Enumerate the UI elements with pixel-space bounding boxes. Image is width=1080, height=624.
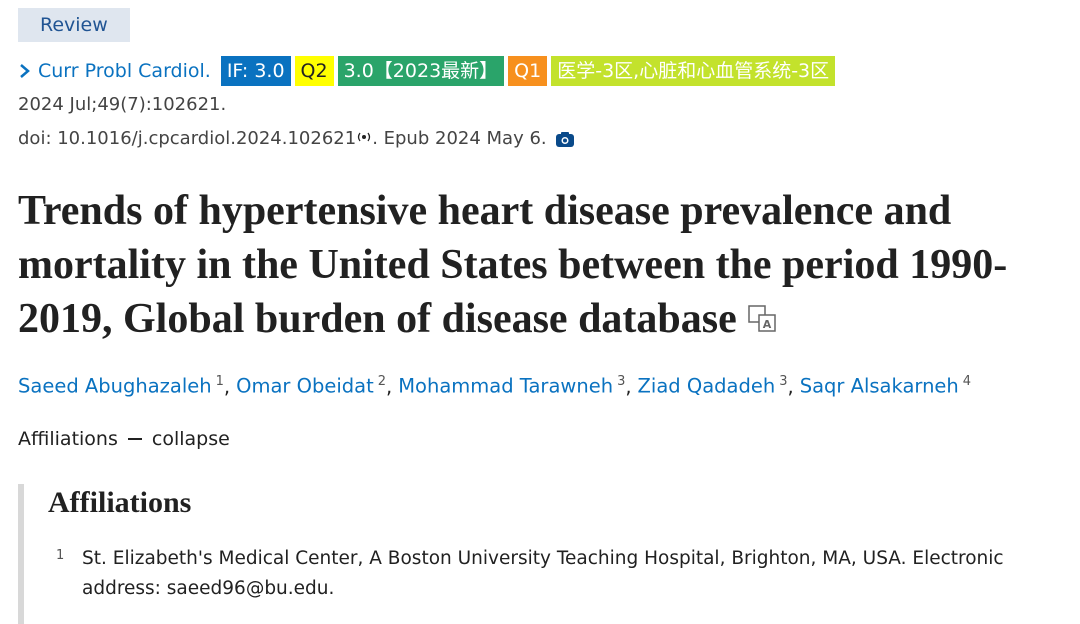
doi-row: doi: 10.1016/j.cpcardiol.2024.102621 . E…	[18, 128, 577, 149]
author-name[interactable]: Saeed Abughazaleh	[18, 374, 212, 398]
epub: . Epub 2024 May 6.	[372, 128, 547, 149]
affiliations-heading: Affiliations	[48, 486, 192, 519]
journal-name[interactable]: Curr Probl Cardiol.	[38, 60, 211, 82]
author-name[interactable]: Mohammad Tarawneh	[398, 374, 614, 398]
journal-row: Curr Probl Cardiol. IF: 3.0 Q2 3.0【2023最新】…	[18, 56, 839, 86]
doi-icon	[358, 132, 371, 141]
affiliations-toggle[interactable]: Affiliations collapse	[18, 428, 230, 450]
author-name[interactable]: Omar Obeidat	[236, 374, 374, 398]
author-name[interactable]: Ziad Qadadeh	[637, 374, 776, 398]
translate-icon[interactable]: A	[747, 304, 781, 334]
separator: ,	[386, 374, 393, 398]
author-affiliation[interactable]: 1	[215, 374, 224, 389]
badge[interactable]: 3.0【2023最新】	[337, 56, 505, 86]
chevron-icon	[20, 64, 30, 78]
toggle-label: Affiliations	[18, 428, 118, 450]
affiliation-number: 1	[56, 548, 65, 563]
separator: ,	[625, 374, 632, 398]
author-affiliation[interactable]: 3	[779, 374, 788, 389]
author-name[interactable]: Saqr Alsakarneh	[799, 374, 959, 398]
affiliation-text: St. Elizabeth's Medical Center, A Boston…	[82, 548, 1004, 599]
svg-text:A: A	[763, 318, 772, 331]
article-title: Trends of hypertensive heart disease pre…	[18, 184, 1068, 346]
author-affiliation[interactable]: 2	[377, 374, 387, 389]
badge[interactable]: IF: 3.0	[220, 56, 291, 86]
citation: 2024 Jul;49(7):102621.	[18, 94, 227, 115]
camera-icon[interactable]	[547, 129, 577, 149]
badge[interactable]: Q1	[508, 56, 548, 86]
dash-icon	[127, 438, 142, 440]
badge[interactable]: 医学-3区,心脏和心血管系统-3区	[551, 56, 836, 86]
toggle-action[interactable]: collapse	[151, 428, 230, 450]
separator: ,	[223, 374, 231, 398]
author-affiliation[interactable]: 3	[617, 374, 626, 389]
doi[interactable]: doi: 10.1016/j.cpcardiol.2024.102621	[18, 128, 357, 149]
author-list: Saeed Abughazaleh 1, Omar Obeidat 2, Mohamma…	[18, 374, 971, 398]
article-type: Review	[18, 8, 130, 42]
separator: ,	[787, 374, 794, 398]
badge[interactable]: Q2	[294, 56, 334, 86]
title-text: Trends of hypertensive heart disease pre…	[18, 188, 1008, 342]
affiliations-panel: Affiliations 1 St. Elizabeth's Medical C…	[18, 484, 1074, 624]
author-affiliation[interactable]: 4	[962, 374, 972, 389]
